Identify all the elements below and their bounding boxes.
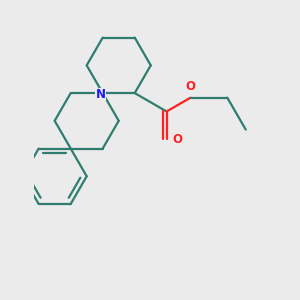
Text: N: N <box>96 88 106 101</box>
Text: O: O <box>185 80 196 93</box>
Text: O: O <box>172 133 182 146</box>
